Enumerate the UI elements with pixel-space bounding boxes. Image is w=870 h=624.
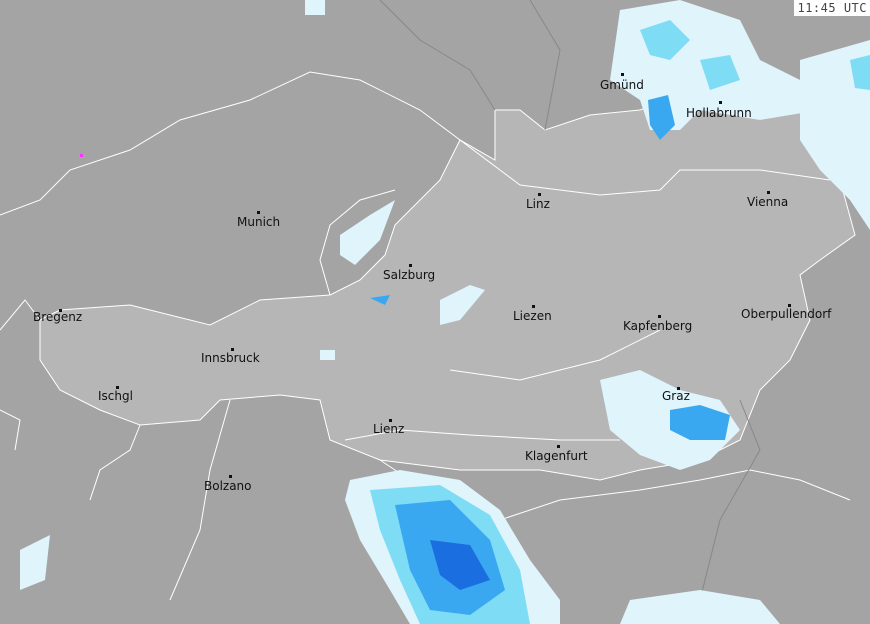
city-label: Bolzano — [204, 479, 252, 493]
city-label: Lienz — [373, 422, 404, 436]
city-label: Salzburg — [383, 268, 435, 282]
city-label: Gmünd — [600, 78, 644, 92]
border-lines — [0, 71, 851, 601]
city-label: Ischgl — [98, 389, 133, 403]
border-lines-dark — [379, 0, 761, 601]
city-markers: Gmünd Hollabrunn Linz Vienna Munich Salzburg B… — [33, 73, 832, 493]
city-label: Liezen — [513, 309, 552, 323]
city-label: Bregenz — [33, 310, 82, 324]
city-dot — [389, 419, 392, 422]
city-dot — [767, 191, 770, 194]
city-dot — [621, 73, 624, 76]
city-label: Munich — [237, 215, 280, 229]
city-dot — [557, 445, 560, 448]
timestamp: 11:45 UTC — [794, 0, 870, 16]
city-dot — [719, 101, 722, 104]
city-label: Kapfenberg — [623, 319, 692, 333]
city-label: Graz — [662, 389, 690, 403]
city-dot — [257, 211, 260, 214]
city-dot — [677, 387, 680, 390]
city-dot — [229, 475, 232, 478]
city-label: Hollabrunn — [686, 106, 752, 120]
city-label: Linz — [526, 197, 550, 211]
precipitation-radar — [20, 0, 870, 624]
city-dot — [409, 264, 412, 267]
city-dot — [116, 386, 119, 389]
city-dot — [658, 315, 661, 318]
city-label: Innsbruck — [201, 351, 260, 365]
city-dot — [538, 193, 541, 196]
city-dot — [532, 305, 535, 308]
city-label: Oberpullendorf — [741, 307, 832, 321]
city-label: Vienna — [747, 195, 788, 209]
city-dot — [788, 304, 791, 307]
city-dot — [231, 348, 234, 351]
city-dot — [59, 309, 62, 312]
city-label: Klagenfurt — [525, 449, 588, 463]
